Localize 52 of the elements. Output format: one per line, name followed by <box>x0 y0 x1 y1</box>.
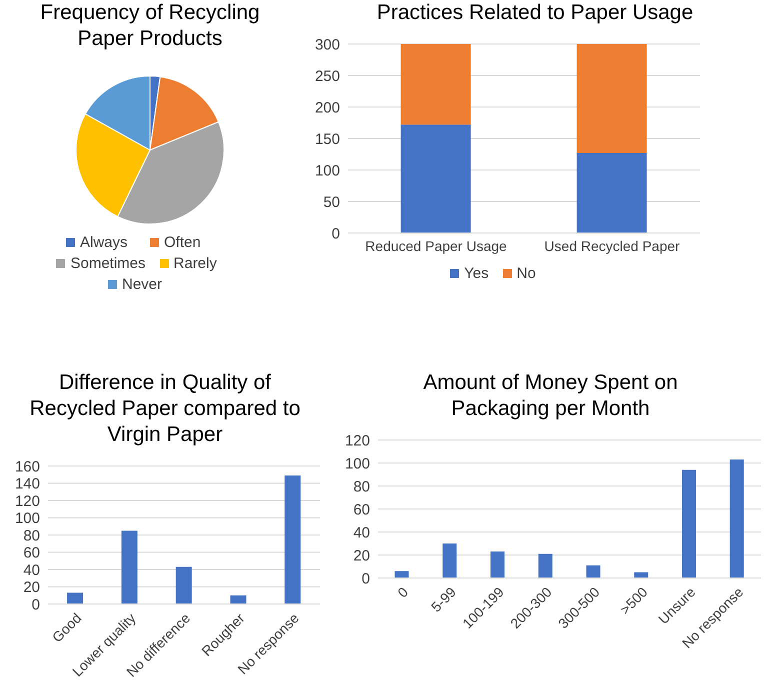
y-tick-label: 80 <box>353 478 370 496</box>
bar <box>121 530 138 604</box>
y-tick-label: 300 <box>314 36 340 54</box>
bar <box>400 44 471 125</box>
bar <box>576 44 647 153</box>
bar <box>284 475 301 604</box>
bar <box>682 470 696 578</box>
chart-title: Practices Related to Paper Usage <box>376 0 694 26</box>
chart-title: Difference in Quality of Recycled Paper compared to Virgin Paper <box>28 370 302 448</box>
chart-title: Frequency of Recycling Paper Products <box>39 0 261 52</box>
y-tick-label: 0 <box>332 225 340 242</box>
bar <box>576 152 647 233</box>
x-tick-label: Reduced Paper Usage <box>365 238 508 254</box>
bar <box>67 592 84 604</box>
y-tick-label: 0 <box>362 570 370 588</box>
legend-label: Often <box>163 234 202 251</box>
y-tick-label: 50 <box>323 194 340 211</box>
y-tick-label: 40 <box>353 524 370 542</box>
bar <box>730 460 744 578</box>
bar <box>442 544 457 578</box>
legend-label: Rarely <box>172 255 218 272</box>
y-tick-label: 60 <box>353 501 370 518</box>
y-tick-label: 160 <box>14 458 40 476</box>
y-tick-label: 150 <box>314 130 340 148</box>
y-tick-label: 100 <box>314 162 340 180</box>
legend-label: Yes <box>463 265 489 282</box>
y-tick-label: 20 <box>23 579 40 596</box>
bar <box>586 565 600 578</box>
y-tick-label: 100 <box>14 510 40 528</box>
y-tick-label: 80 <box>23 527 40 544</box>
y-tick-label: 120 <box>344 432 370 450</box>
y-tick-label: 200 <box>314 99 340 116</box>
legend-label: Never <box>121 276 164 293</box>
bar <box>490 552 505 578</box>
y-tick-label: 120 <box>14 492 40 510</box>
legend-label: Always <box>79 234 129 251</box>
bar <box>400 124 471 233</box>
y-tick-label: 140 <box>14 476 40 493</box>
bar <box>176 566 192 604</box>
y-tick-label: 60 <box>23 544 40 562</box>
legend-label: No <box>516 265 536 282</box>
bar <box>394 571 409 578</box>
x-tick-label: Used Recycled Paper <box>544 238 680 254</box>
y-tick-label: 40 <box>23 562 40 579</box>
chart-title: Amount of Money Spent on Packaging per Month <box>422 370 679 422</box>
y-tick-label: 100 <box>344 455 370 472</box>
bar <box>538 554 552 578</box>
y-tick-label: 250 <box>314 68 340 85</box>
bar <box>230 595 246 604</box>
legend-label: Sometimes <box>69 255 146 272</box>
y-tick-label: 20 <box>353 547 370 564</box>
x-tick-label: 0 <box>394 584 412 601</box>
